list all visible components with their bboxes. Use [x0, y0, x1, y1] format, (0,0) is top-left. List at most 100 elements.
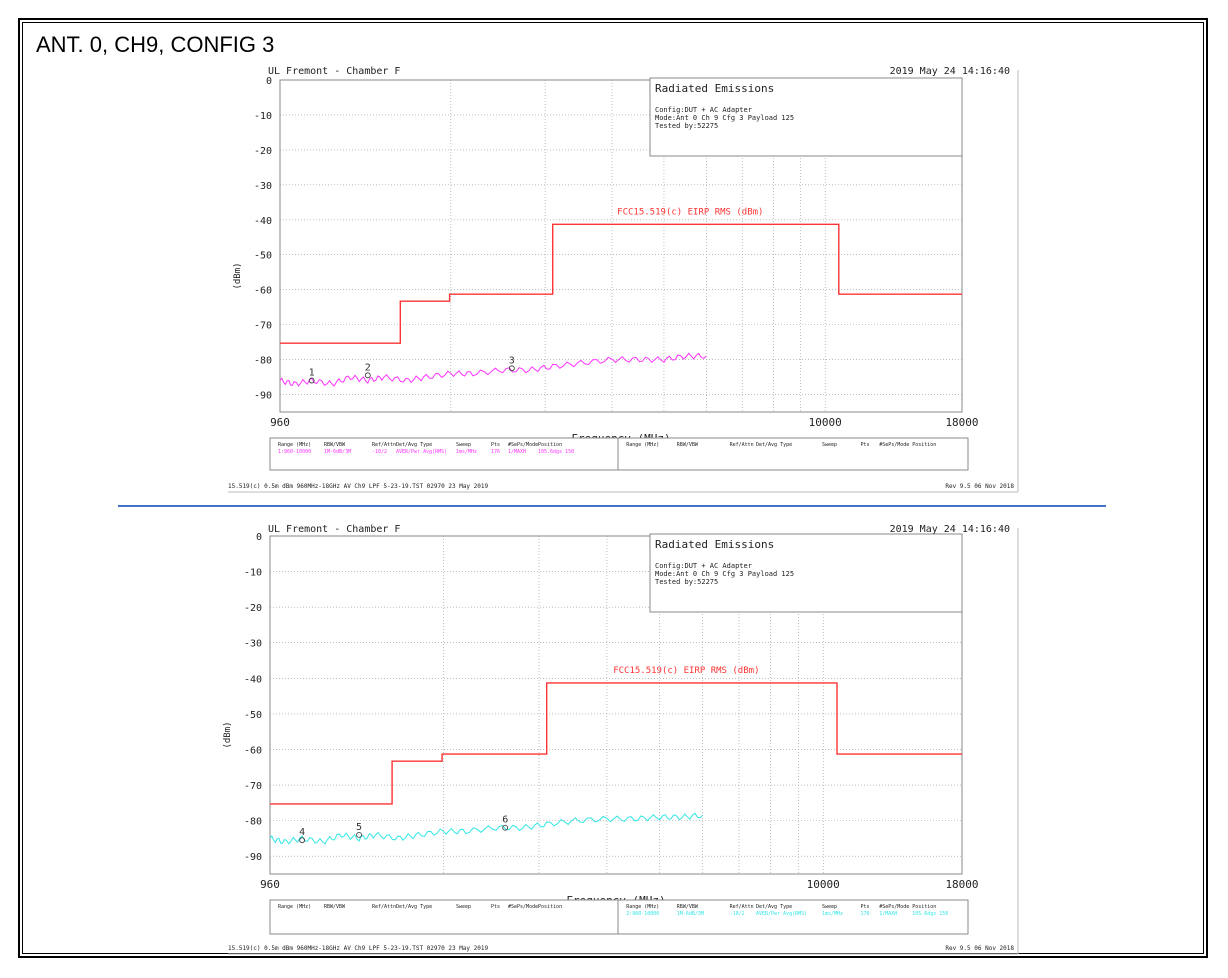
- y-tick-label: -20: [254, 146, 272, 157]
- settings-value-cell: 105.6dgs 150: [538, 449, 574, 455]
- marker-point: [356, 831, 362, 838]
- y-axis-label: (dBm): [223, 721, 233, 748]
- y-tick-label: 0: [266, 76, 272, 87]
- settings-header-cell: Ref/Attn: [372, 904, 396, 910]
- marker-label: 3: [509, 355, 515, 366]
- marker-label: 1: [309, 368, 315, 379]
- y-tick-label: -80: [254, 356, 272, 367]
- settings-header-cell: #SePs/Mode: [879, 904, 909, 910]
- settings-header-cell: Position: [538, 904, 562, 910]
- settings-value-cell: 1ms/MHz: [822, 911, 843, 917]
- measurement-trace: [269, 812, 703, 845]
- settings-header-cell: RBW/VBW: [677, 904, 699, 910]
- info-box-line: Tested by:52275: [655, 122, 718, 130]
- chart-header-left: UL Fremont - Chamber F: [268, 524, 400, 535]
- settings-value-cell: 2:960-10000: [626, 911, 659, 917]
- y-tick-label: -90: [244, 852, 262, 863]
- settings-header-cell: Det/Avg Type: [396, 442, 432, 448]
- settings-header-cell: Sweep: [456, 442, 471, 448]
- limit-line: [280, 223, 962, 344]
- settings-value-cell: 1ms/MHz: [456, 449, 477, 455]
- marker-point: [299, 837, 306, 844]
- y-tick-label: -30: [244, 639, 262, 650]
- info-box-line: Config:DUT + AC Adapter: [655, 562, 752, 570]
- settings-header-cell: #SePs/Mode: [508, 904, 538, 910]
- settings-header-cell: Range (MHz): [626, 904, 659, 910]
- info-box-line: Mode:Ant 0 Ch 9 Cfg 3 Payload 125: [655, 114, 794, 122]
- x-tick-label: 18000: [945, 878, 978, 891]
- settings-value-cell: 176: [861, 911, 870, 917]
- y-tick-label: -70: [254, 321, 272, 332]
- marker-point: [508, 365, 515, 372]
- settings-header-cell: Pts: [861, 442, 870, 448]
- y-tick-label: -50: [254, 251, 272, 262]
- settings-value-cell: 1/MAXH: [879, 911, 897, 917]
- y-tick-label: -40: [244, 674, 262, 685]
- settings-value-cell: 105.6dgs 150: [912, 911, 948, 917]
- y-tick-label: -80: [244, 817, 262, 828]
- y-tick-label: -70: [244, 781, 262, 792]
- limit-label: FCC15.519(c) EIRP RMS (dBm): [613, 666, 759, 676]
- chart-header-left: UL Fremont - Chamber F: [268, 66, 400, 77]
- settings-header-cell: Sweep: [822, 442, 837, 448]
- settings-header-cell: RBW/VBW: [677, 442, 699, 448]
- settings-header-cell: #SePs/Mode: [879, 442, 909, 448]
- limit-line: [270, 682, 962, 805]
- x-tick-label: 18000: [945, 416, 978, 429]
- settings-header-cell: Pts: [491, 442, 500, 448]
- marker-point: [364, 372, 371, 379]
- plot-area: [269, 535, 963, 875]
- info-box-line: Config:DUT + AC Adapter: [655, 106, 752, 114]
- info-box: [649, 77, 963, 157]
- y-tick-label: -10: [244, 568, 262, 579]
- marker-label: 2: [365, 362, 371, 373]
- settings-value-cell: 1M-6dB/3M: [677, 911, 704, 917]
- chart-1: 0 -10 -20 -30 -40 -50 -60 -70 -80 -90 960 10000 1800…: [228, 66, 1019, 493]
- settings-value-cell: -10/2: [730, 911, 745, 917]
- chart-footer-right: Rev 9.5 06 Nov 2018: [945, 483, 1014, 490]
- y-tick-label: 0: [256, 532, 262, 543]
- settings-table: [269, 437, 969, 471]
- settings-header-cell: Det/Avg Type: [756, 904, 792, 910]
- x-tick-label: 960: [270, 416, 290, 429]
- marker-label: 5: [356, 822, 362, 833]
- chart-footer-right: Rev 9.5 06 Nov 2018: [945, 945, 1014, 952]
- y-tick-label: -60: [254, 286, 272, 297]
- settings-value-cell: 1/MAXH: [508, 449, 526, 455]
- info-box-title: Radiated Emissions: [655, 82, 774, 95]
- measurement-trace: [279, 352, 707, 387]
- settings-header-cell: Ref/Attn: [730, 904, 754, 910]
- chart-footer-left: 15.519(c) 0.5m dBm 960MHz-18GHz AV Ch9 L…: [228, 483, 488, 490]
- marker-point: [502, 824, 509, 831]
- settings-value-cell: 1:960-10000: [278, 449, 311, 455]
- y-tick-label: -50: [244, 710, 262, 721]
- settings-value-cell: 176: [491, 449, 500, 455]
- info-box-line: Tested by:52275: [655, 578, 718, 586]
- x-tick-label: 960: [260, 878, 280, 891]
- settings-header-cell: Pts: [491, 904, 500, 910]
- x-tick-label: 10000: [809, 416, 842, 429]
- y-tick-label: -30: [254, 181, 272, 192]
- settings-header-cell: Det/Avg Type: [756, 442, 792, 448]
- settings-header-cell: Ref/Attn: [730, 442, 754, 448]
- settings-table: [269, 899, 969, 935]
- page-title: ANT. 0, CH9, CONFIG 3: [36, 32, 275, 57]
- settings-value-cell: AVER/Pwr Avg(RMS): [756, 911, 807, 917]
- settings-header-cell: Det/Avg Type: [396, 904, 432, 910]
- info-box: [649, 533, 963, 613]
- marker-label: 6: [502, 815, 508, 826]
- settings-value-cell: 1M-6dB/3M: [324, 449, 351, 455]
- marker-label: 4: [299, 827, 305, 838]
- x-tick-label: 10000: [807, 878, 840, 891]
- marker-point: [308, 377, 315, 384]
- y-tick-label: -20: [244, 603, 262, 614]
- settings-header-cell: Range (MHz): [278, 904, 311, 910]
- y-tick-label: -90: [254, 391, 272, 402]
- settings-value-cell: -10/2: [372, 449, 387, 455]
- settings-header-cell: Range (MHz): [278, 442, 311, 448]
- plot-area: [279, 79, 963, 413]
- chart-2: 0 -10 -20 -30 -40 -50 -60 -70 -80 -90 960 10000 1800…: [223, 524, 1019, 955]
- info-box-title: Radiated Emissions: [655, 538, 774, 551]
- settings-header-cell: RBW/VBW: [324, 442, 346, 448]
